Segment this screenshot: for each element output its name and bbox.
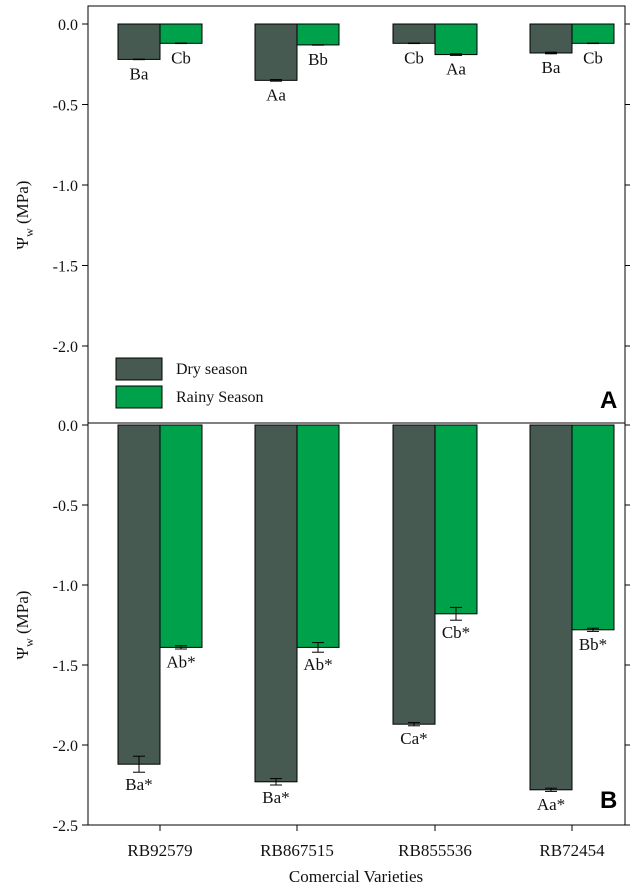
x-tick-label: RB867515 [260, 841, 334, 860]
bar-rainy [434, 424, 478, 615]
bar-dry [529, 424, 573, 791]
x-tick-label: RB855536 [398, 841, 472, 860]
bar-dry [254, 23, 298, 81]
bar-significance-label: Ba* [262, 788, 289, 807]
y-tick-label: -0.5 [53, 498, 78, 515]
bar-significance-label: Cb [171, 48, 191, 67]
bar-rainy [159, 424, 203, 648]
panel-b-letter: B [600, 787, 617, 814]
y-tick-label: -0.5 [53, 98, 78, 115]
panel-b-frame [87, 422, 626, 826]
panel-a-bars: Ba Aa Cb Ba Cb Bb Aa Cb [117, 23, 615, 104]
legend-swatch-rainy [115, 385, 163, 409]
y-tick-label: -2.5 [53, 818, 78, 835]
legend: Dry season Rainy Season [115, 357, 264, 409]
bar-significance-label: Cb [583, 48, 603, 67]
y-tick-label: -1.5 [53, 658, 78, 675]
bar-significance-label: Ca* [400, 729, 427, 748]
bar-significance-label: Ab* [303, 655, 332, 674]
bar-significance-label: Ba* [125, 775, 152, 794]
panel-b-bars: Ba* Ba* Ca* Aa* Ab* Ab* Cb* Bb* [117, 424, 615, 814]
x-axis-categories: RB92579 RB867515 RB855536 RB72454 [127, 825, 605, 860]
bar-significance-label: Ba [130, 64, 149, 83]
bar-rainy [296, 23, 340, 46]
bar-dry [117, 23, 161, 60]
legend-label-rainy: Rainy Season [176, 389, 264, 406]
panel-a-letter: A [600, 387, 617, 414]
panel-b-y-axis-title: Ψw (MPa) [13, 591, 36, 660]
legend-swatch-dry [115, 357, 163, 381]
panel-a: 0.0 -0.5 -1.0 -1.5 -2.0 Ba Aa Cb Ba Cb Bb Aa Cb Ψw … [13, 5, 630, 424]
y-tick-label: 0.0 [58, 17, 78, 34]
panel-b: 0.0 -0.5 -1.0 -1.5 -2.0 -2.5 Ba* Ba* Ca* Aa* Ab* A… [13, 418, 630, 886]
bar-rainy [571, 23, 615, 44]
legend-label-dry: Dry season [176, 361, 248, 378]
y-tick-label: -1.0 [53, 578, 78, 595]
bar-significance-label: Ab* [166, 652, 195, 671]
panel-a-y-axis-title: Ψw (MPa) [13, 181, 36, 250]
bar-significance-label: Bb [308, 50, 328, 69]
panel-b-y-axis: 0.0 -0.5 -1.0 -1.5 -2.0 -2.5 [53, 418, 630, 835]
x-axis-title: Comercial Varieties [289, 867, 423, 886]
y-tick-label: 0.0 [58, 418, 78, 435]
bar-significance-label: Aa [266, 85, 286, 104]
panel-a-y-axis: 0.0 -0.5 -1.0 -1.5 -2.0 [53, 17, 630, 356]
y-tick-label: -2.0 [53, 738, 78, 755]
bar-significance-label: Aa [446, 60, 466, 79]
bar-rainy [571, 424, 615, 631]
y-tick-label: -2.0 [53, 339, 78, 356]
y-tick-label: -1.0 [53, 178, 78, 195]
bar-rainy [159, 23, 203, 44]
bar-significance-label: Cb [404, 48, 424, 67]
bar-dry [254, 424, 298, 783]
bar-significance-label: Ba [542, 58, 561, 77]
bar-significance-label: Aa* [537, 795, 565, 814]
y-tick-label: -1.5 [53, 259, 78, 276]
bar-rainy [434, 23, 478, 56]
bar-dry [117, 424, 161, 765]
x-tick-label: RB92579 [127, 841, 192, 860]
x-tick-label: RB72454 [539, 841, 605, 860]
bar-significance-label: Cb* [442, 623, 470, 642]
bar-significance-label: Bb* [579, 635, 607, 654]
bar-dry [392, 23, 436, 44]
bar-dry [529, 23, 573, 54]
bar-dry [392, 424, 436, 725]
bar-rainy [296, 424, 340, 648]
